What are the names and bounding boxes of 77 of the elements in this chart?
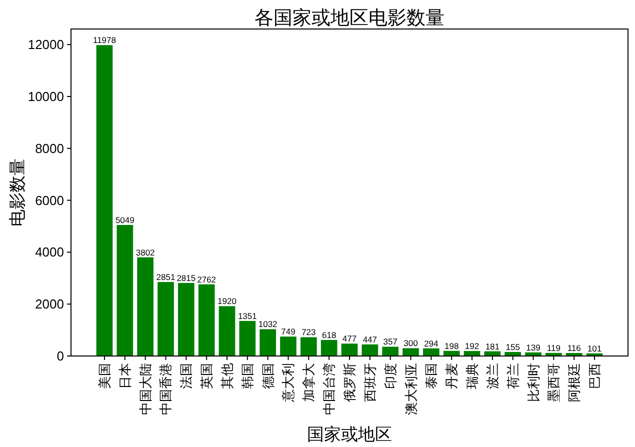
- y-tick-label: 12000: [28, 37, 64, 52]
- data-label: 155: [506, 342, 520, 352]
- x-tick-label: 日本: [117, 363, 132, 389]
- x-tick-label: 墨西哥: [546, 363, 562, 402]
- x-tick-label: 波兰: [484, 363, 500, 389]
- x-tick-label: 法国: [178, 363, 194, 389]
- y-tick-label: 6000: [35, 192, 64, 208]
- bar: [96, 45, 113, 356]
- x-tick-label: 英国: [199, 363, 214, 389]
- data-label: 181: [485, 341, 500, 352]
- y-axis-title: 电影数量: [8, 158, 27, 226]
- x-tick-label: 德国: [260, 363, 276, 389]
- x-tick-label: 俄罗斯: [342, 363, 357, 402]
- bar: [341, 344, 358, 356]
- data-label: 116: [567, 342, 582, 353]
- x-tick-label: 韩国: [240, 363, 255, 389]
- data-label: 1351: [238, 310, 258, 321]
- x-tick-label: 阿根廷: [566, 363, 582, 402]
- data-label: 198: [444, 340, 459, 351]
- bar: [198, 284, 215, 356]
- y-tick-label: 0: [56, 348, 64, 364]
- y-tick-label: 4000: [35, 244, 64, 260]
- y-tick-label: 8000: [35, 140, 64, 156]
- bar: [423, 348, 440, 356]
- chart-title: 各国家或地区电影数量: [254, 7, 444, 29]
- bar: [178, 282, 194, 356]
- data-label: 2762: [197, 274, 216, 284]
- data-label: 618: [322, 330, 336, 340]
- x-tick-label: 澳大利亚: [403, 363, 418, 415]
- x-tick-label: 加拿大: [301, 363, 316, 402]
- x-tick-label: 西班牙: [362, 363, 378, 402]
- data-label: 1032: [258, 319, 278, 330]
- x-tick-label: 泰国: [424, 363, 439, 389]
- bar: [137, 257, 154, 356]
- data-label: 3802: [136, 247, 156, 258]
- x-tick-label: 巴西: [587, 363, 602, 389]
- x-tick-label: 中国香港: [158, 363, 174, 415]
- data-label: 447: [362, 334, 378, 344]
- bar: [402, 348, 419, 356]
- data-label: 723: [302, 327, 316, 338]
- bar: [239, 320, 256, 356]
- data-label: 357: [383, 336, 398, 347]
- y-tick-label: 2000: [35, 296, 64, 312]
- bar: [158, 282, 174, 356]
- x-tick-label: 荷兰: [505, 363, 520, 389]
- data-label: 749: [281, 326, 296, 337]
- bar: [280, 336, 296, 356]
- data-label: 119: [546, 342, 561, 353]
- data-label: 139: [526, 342, 541, 352]
- data-label: 11978: [92, 35, 116, 46]
- bar: [320, 340, 338, 356]
- bar: [300, 337, 317, 356]
- data-label: 477: [342, 334, 357, 344]
- bar: [218, 306, 236, 356]
- x-tick-label: 中国台湾: [322, 363, 337, 415]
- bar: [260, 329, 276, 356]
- x-tick-label: 瑞典: [464, 363, 480, 389]
- x-tick-label: 意大利: [280, 363, 296, 403]
- x-tick-label: 比利时: [526, 363, 541, 402]
- bar: [116, 224, 134, 356]
- y-tick-label: 10000: [28, 88, 64, 104]
- x-axis-title: 国家或地区: [307, 425, 392, 444]
- x-tick-label: 其他: [219, 363, 234, 389]
- data-label: 300: [404, 338, 418, 348]
- data-label: 1920: [218, 296, 237, 306]
- data-label: 2815: [176, 272, 196, 283]
- data-label: 2851: [156, 272, 176, 282]
- bar: [382, 346, 399, 356]
- x-tick-label: 美国: [96, 363, 112, 389]
- x-tick-label: 丹麦: [444, 363, 460, 389]
- x-tick-label: 印度: [382, 363, 398, 389]
- data-label: 101: [587, 343, 602, 354]
- data-label: 192: [464, 341, 480, 352]
- bar: [362, 344, 378, 356]
- data-label: 5049: [115, 214, 135, 225]
- x-tick-label: 中国大陆: [138, 363, 153, 415]
- data-label: 294: [424, 338, 439, 348]
